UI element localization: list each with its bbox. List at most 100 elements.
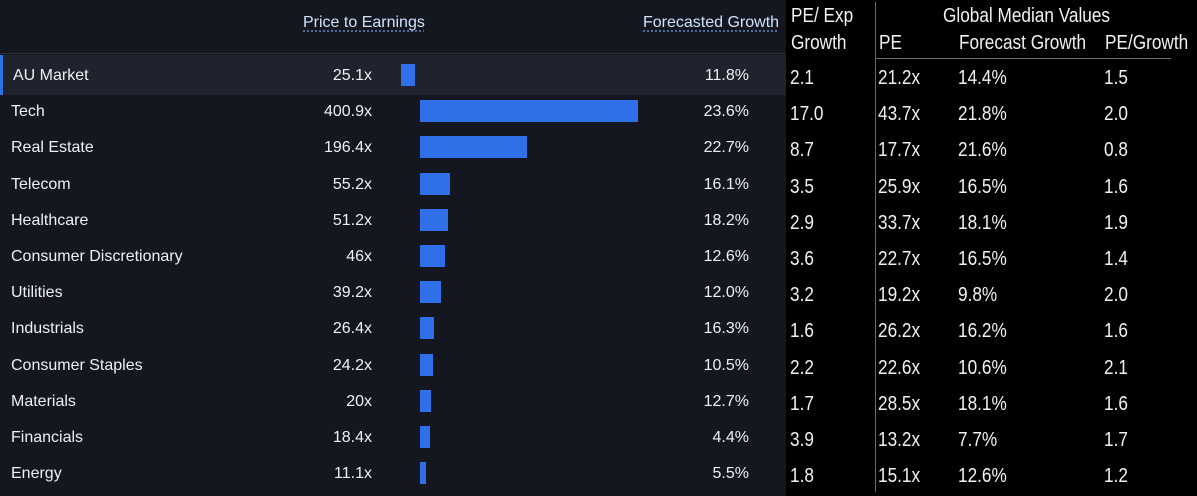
pe-value: 55.2x [332,175,372,193]
pe-bar [420,100,638,123]
global-pe-value: 21.2x [878,67,921,89]
header-global-forecast-growth: Forecast Growth [959,32,1087,54]
pe-exp-growth-value: 17.0 [790,103,824,126]
pe-value: 51.2x [332,211,372,229]
global-pe-value: 13.2x [878,429,921,451]
global-pe-growth-value: 2.1 [1104,356,1128,379]
global-pe-value: 17.7x [878,139,921,162]
header-price-to-earnings[interactable]: Price to Earnings [303,14,425,31]
global-growth-value: 10.6% [958,356,1007,379]
panel-divider [875,2,876,492]
growth-value: 16.3% [703,320,749,338]
pe-bar [420,462,427,485]
growth-value: 16.1% [703,175,749,193]
global-pe-value: 15.1x [878,465,921,488]
global-growth-value: 9.8% [958,284,998,307]
sector-name[interactable]: Tech [11,103,45,121]
global-pe-growth-value: 1.6 [1104,175,1128,198]
pe-value: 26.4x [332,320,372,338]
global-pe-value: 43.7x [878,103,921,126]
global-pe-growth-value: 1.9 [1104,211,1128,234]
pe-exp-growth-value: 1.7 [790,392,814,415]
pe-value: 11.1x [334,465,372,483]
pe-bar [420,172,451,195]
header-pe-exp-line1: PE/ Exp [791,5,854,27]
pe-bar [420,426,430,448]
global-growth-value: 16.5% [958,175,1007,198]
global-pe-value: 22.6x [878,356,921,379]
sector-name[interactable]: Healthcare [11,211,89,229]
pe-bar [420,208,448,231]
pe-bar [420,245,445,267]
pe-bar [420,353,434,376]
header-global-median-values: Global Median Values [943,5,1111,27]
pe-value: 400.9x [323,103,372,121]
pe-value: 25.1x [332,67,372,84]
growth-value: 23.6% [703,103,749,121]
pe-exp-growth-value: 8.7 [790,139,814,162]
global-growth-value: 18.1% [958,392,1007,415]
global-pe-value: 19.2x [878,284,921,307]
pe-bar [420,317,435,340]
global-pe-value: 28.5x [878,392,921,415]
global-median-panel: PE/ Exp Growth Global Median Values PE F… [786,0,1197,496]
sector-name[interactable]: Energy [11,465,62,483]
global-pe-growth-value: 1.5 [1104,67,1128,89]
global-growth-value: 16.5% [958,248,1007,270]
global-pe-value: 33.7x [878,211,921,234]
global-pe-growth-value: 0.8 [1104,139,1128,162]
growth-value: 4.4% [712,429,749,446]
pe-exp-growth-value: 3.6 [790,248,814,270]
pe-bar [401,64,415,86]
sector-name[interactable]: Real Estate [11,139,94,157]
sector-name[interactable]: Materials [11,392,76,410]
growth-value: 11.8% [704,67,749,84]
global-pe-growth-value: 2.0 [1104,103,1128,126]
global-pe-growth-value: 1.6 [1104,320,1128,343]
sector-name[interactable]: AU Market [13,67,89,84]
pe-value: 18.4x [332,429,372,446]
global-pe-growth-value: 1.2 [1104,465,1128,488]
growth-value: 5.5% [712,465,749,483]
global-pe-value: 22.7x [878,248,921,270]
sector-name[interactable]: Utilities [11,284,63,302]
global-growth-value: 16.2% [958,320,1007,343]
sector-name[interactable]: Industrials [11,320,84,338]
growth-value: 22.7% [703,139,749,157]
global-pe-growth-value: 2.0 [1104,284,1128,307]
pe-bar [420,281,442,304]
global-growth-value: 18.1% [958,211,1007,234]
sector-name[interactable]: Consumer Discretionary [11,248,183,265]
header-forecasted-growth[interactable]: Forecasted Growth [643,14,780,31]
pe-exp-growth-value: 2.2 [790,356,814,379]
growth-value: 12.7% [703,392,749,410]
growth-value: 12.0% [703,284,749,302]
growth-value: 12.6% [703,248,749,265]
pe-value: 39.2x [332,284,372,302]
pe-value: 24.2x [332,356,372,374]
growth-value: 18.2% [703,211,749,229]
global-pe-growth-value: 1.7 [1104,429,1128,451]
selected-row-highlight [0,55,786,95]
global-growth-value: 14.4% [958,67,1007,89]
global-pe-growth-value: 1.6 [1104,392,1128,415]
pe-exp-growth-value: 3.9 [790,429,814,451]
pe-exp-growth-value: 2.9 [790,211,814,234]
global-growth-value: 21.8% [958,103,1007,126]
pe-exp-growth-value: 1.8 [790,465,814,488]
sector-name[interactable]: Consumer Staples [11,356,143,374]
pe-value: 46x [346,248,372,265]
header-divider [0,53,786,54]
global-growth-value: 12.6% [958,465,1007,488]
header-pe-exp-line2: Growth [791,32,847,54]
pe-value: 196.4x [323,139,372,157]
pe-exp-growth-value: 3.5 [790,175,814,198]
pe-exp-growth-value: 2.1 [790,67,814,89]
pe-value: 20x [346,392,372,410]
pe-bar [420,389,431,412]
global-growth-value: 7.7% [958,429,998,451]
sector-name[interactable]: Financials [11,429,84,446]
pe-exp-growth-value: 3.2 [790,284,814,307]
sector-name[interactable]: Telecom [11,175,71,193]
